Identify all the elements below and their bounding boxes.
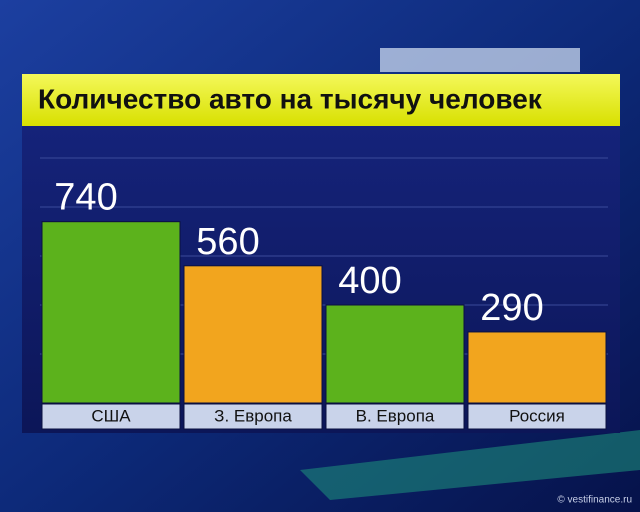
backdrop-stripe [300, 430, 640, 500]
backdrop-light [380, 48, 580, 72]
credit: © vestifinance.ru [557, 495, 632, 506]
value-label: 290 [480, 287, 543, 329]
category-strip [41, 403, 181, 430]
chart-title: Количество авто на тысячу человек [38, 83, 543, 114]
category-strip [183, 403, 323, 430]
x-tick-label: США [91, 406, 131, 425]
category-strip [467, 403, 607, 430]
value-label: 740 [54, 177, 117, 219]
x-tick-label: В. Европа [356, 406, 435, 425]
category-strip [325, 403, 465, 430]
x-tick-label: Россия [509, 406, 565, 425]
bar [183, 265, 323, 404]
value-label: 400 [338, 260, 401, 302]
x-tick-label: З. Европа [214, 406, 292, 425]
title-banner [22, 74, 620, 126]
plot: 740 США 560 З. Европа 400 В. Европа 290 Россия [40, 157, 608, 430]
bar [467, 331, 607, 404]
value-label: 560 [196, 221, 259, 263]
bar [325, 304, 465, 404]
bar [41, 221, 181, 404]
